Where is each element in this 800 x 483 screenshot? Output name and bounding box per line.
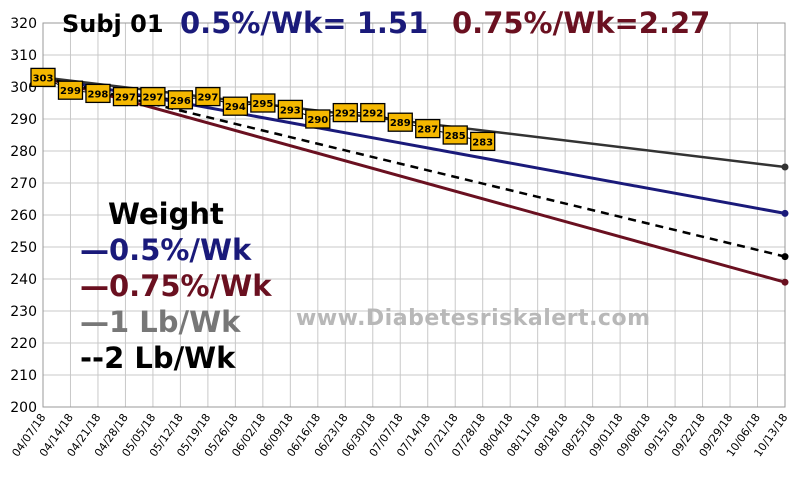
weight-label: 295: [252, 99, 273, 110]
weight-marker: [195, 86, 221, 107]
weight-marker: [57, 80, 84, 100]
weight-marker: [140, 86, 166, 107]
y-tick-label: 270: [10, 176, 37, 192]
y-tick-label: 260: [10, 208, 37, 224]
chart-header: Subj 01 0.5%/Wk= 1.51 0.75%/Wk=2.27: [0, 4, 800, 44]
weight-label: 289: [390, 118, 411, 129]
y-tick-label: 220: [10, 336, 37, 352]
weight-label: 297: [197, 93, 218, 104]
weight-label: 283: [472, 137, 493, 148]
weight-label: 292: [362, 109, 383, 120]
line-two-lb: [42, 76, 786, 258]
weight-label: 298: [88, 89, 109, 100]
weight-label: 297: [142, 93, 163, 104]
y-tick-label: 230: [10, 304, 37, 320]
line-three-quarter-percent-endpoint: [781, 278, 789, 286]
legend-item-three-quarter-percent: —0.75%/Wk: [80, 269, 272, 303]
line-two-lb-endpoint: [781, 253, 789, 261]
y-tick-label: 200: [10, 400, 37, 416]
weight-marker: [387, 112, 413, 132]
legend-title: Weight: [108, 197, 224, 231]
legend-item-half-percent: —0.5%/Wk: [80, 233, 252, 267]
weight-label: 292: [335, 109, 356, 120]
y-tick-label: 240: [10, 272, 37, 288]
line-one-lb: [42, 76, 786, 169]
y-tick-label: 250: [10, 240, 37, 256]
watermark: www.Diabetesriskalert.com: [296, 306, 651, 331]
y-tick-label: 280: [10, 144, 37, 160]
y-tick-label: 290: [10, 112, 37, 128]
weight-marker: [415, 118, 441, 139]
weight-label: 303: [33, 73, 54, 84]
weight-label: 285: [445, 131, 466, 142]
weight-points: 303 299 298 297 297 296 297 294 295 293 290 292 292 2…: [30, 67, 496, 152]
y-tick-label: 300: [10, 80, 37, 96]
weight-label: 290: [307, 115, 328, 126]
line-one-lb-endpoint: [781, 163, 789, 171]
weight-marker: [30, 67, 56, 88]
half-percent-rate: 0.5%/Wk= 1.51: [180, 6, 429, 40]
weight-marker: [332, 102, 358, 123]
y-tick-label: 210: [10, 368, 37, 384]
line-three-quarter-percent: [42, 75, 786, 284]
line-half-percent: [42, 75, 786, 215]
legend: Weight —0.5%/Wk —0.75%/Wk —1 Lb/Wk --2 L…: [80, 196, 271, 376]
subject-label: Subj 01: [62, 10, 164, 38]
y-tick-label: 320: [10, 16, 37, 32]
grid: [42, 22, 786, 408]
three-quarter-percent-rate: 0.75%/Wk=2.27: [452, 6, 711, 40]
weight-marker: [112, 86, 139, 107]
weight-marker: [250, 93, 276, 113]
weight-label: 287: [417, 125, 438, 136]
weight-marker: [167, 90, 194, 110]
weight-label: 297: [115, 93, 136, 104]
weight-marker: [85, 83, 111, 104]
weight-marker: [277, 99, 303, 120]
weight-marker: [222, 96, 249, 116]
legend-item-one-lb: —1 Lb/Wk: [80, 305, 241, 339]
projection-lines: [42, 75, 789, 286]
weight-label: 293: [280, 105, 301, 116]
weight-marker: [360, 102, 386, 123]
weight-label: 294: [225, 102, 246, 113]
line-half-percent-endpoint: [781, 209, 789, 217]
weight-marker: [305, 109, 331, 129]
y-tick-label: 310: [10, 48, 37, 64]
legend-item-two-lb: --2 Lb/Wk: [80, 341, 236, 375]
weight-marker: [470, 131, 496, 152]
weight-label: 296: [170, 96, 191, 107]
weight-marker: [442, 125, 468, 145]
weight-label: 299: [60, 86, 81, 97]
